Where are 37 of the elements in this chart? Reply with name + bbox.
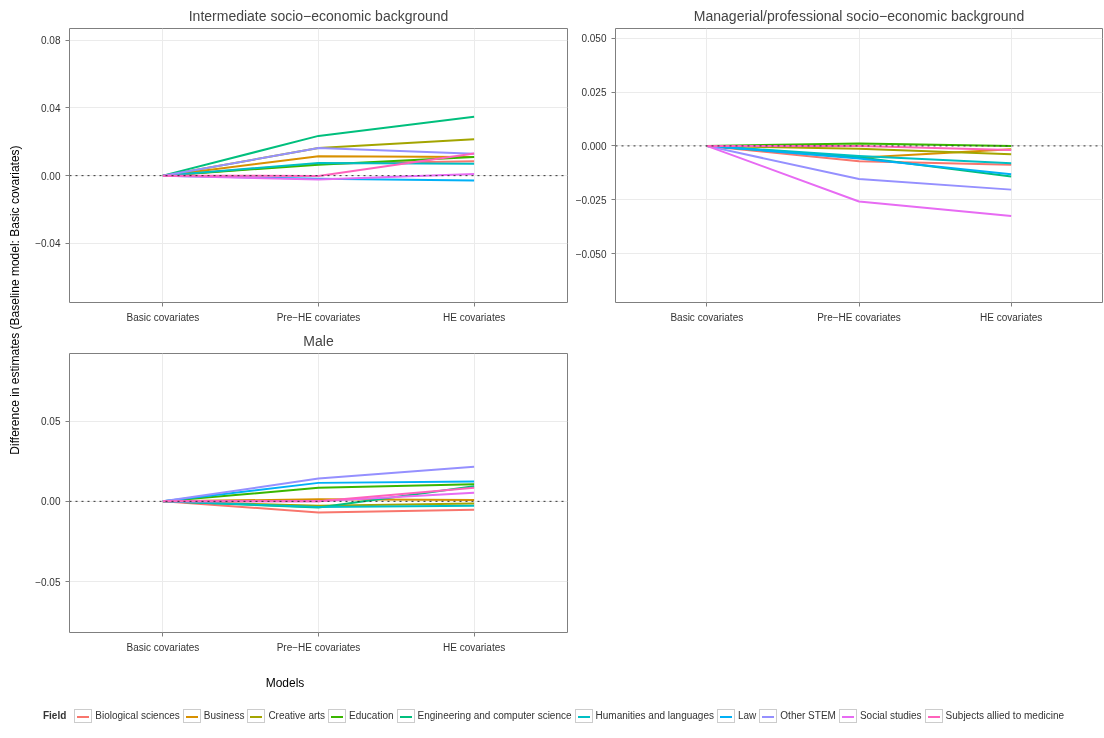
y-axis-title: Difference in estimates (Baseline model: Basic covariates) (7, 144, 23, 457)
y-tick-label: 0.04 (41, 102, 61, 114)
x-axis-title: Models (264, 675, 306, 692)
y-tick-label: 0.025 (581, 87, 607, 99)
legend-label: Law (736, 709, 757, 723)
legend-label: Other STEM (779, 709, 836, 723)
x-tick-label: Basic covariates (126, 311, 200, 323)
y-tick-label: 0.050 (581, 33, 607, 45)
x-tick-label: HE covariates (980, 311, 1043, 323)
x-tick-label: HE covariates (443, 641, 506, 653)
y-tick-label: 0.08 (41, 35, 61, 47)
y-tick-label: −0.025 (575, 194, 607, 206)
legend-label: Engineering and computer science (416, 709, 572, 723)
x-tick-label: Basic covariates (670, 311, 744, 323)
legend-label: Business (202, 709, 245, 723)
y-tick-label: 0.05 (41, 416, 61, 427)
y-tick-label: −0.04 (35, 238, 61, 250)
legend-label: Social studies (858, 709, 922, 723)
y-tick-label: 0.00 (41, 496, 61, 508)
y-tick-label: −0.050 (575, 248, 607, 260)
legend-label: Creative arts (267, 709, 326, 723)
legend-label: Humanities and languages (594, 709, 714, 723)
x-tick-label: Basic covariates (126, 641, 200, 653)
y-tick-label: 0.00 (41, 170, 61, 182)
chart-title: Male (303, 332, 334, 349)
y-tick-label: −0.05 (35, 576, 61, 588)
x-tick-label: Pre−HE covariates (276, 641, 361, 653)
legend-label: Education (348, 709, 394, 723)
x-tick-label: HE covariates (443, 311, 506, 323)
chart-title: Intermediate socio−economic background (188, 7, 449, 24)
x-tick-label: Pre−HE covariates (817, 311, 901, 323)
y-tick-label: 0.000 (581, 140, 607, 152)
legend-title: Field (42, 709, 67, 723)
chart-title: Managerial/professional socio−economic background (693, 7, 1025, 24)
legend-label: Biological sciences (94, 709, 180, 723)
legend-label: Subjects allied to medicine (944, 709, 1065, 723)
x-tick-label: Pre−HE covariates (276, 311, 361, 323)
